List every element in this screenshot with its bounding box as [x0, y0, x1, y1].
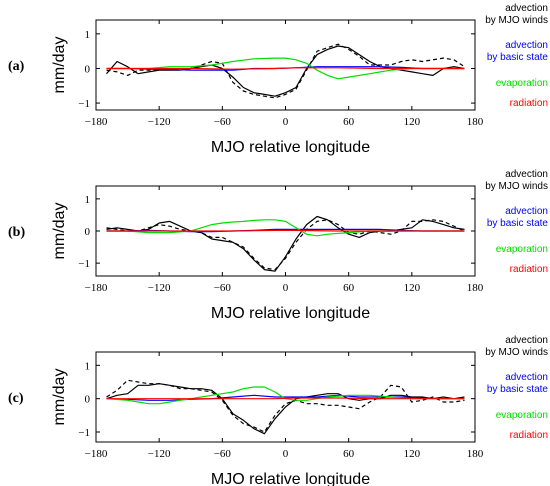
legend-entry-text: by basic state — [487, 218, 549, 229]
series-line-total — [106, 219, 465, 271]
y-tick-label: 0 — [85, 63, 91, 75]
legend-entry-text: by basic state — [487, 52, 549, 63]
x-tick-label: 60 — [343, 448, 355, 460]
y-tick-label: 1 — [85, 29, 91, 41]
series-line-radiation — [106, 67, 465, 70]
series-line-evaporation — [106, 57, 465, 80]
chart-panel: −180 −120 −60 0 60 120 180 −1 0 1 MJO relative lon… — [8, 335, 548, 486]
chart-panel: −180 −120 −60 0 60 120 180 −1 0 1 MJO relative lon… — [8, 3, 548, 156]
series-line-advection-by-mjo-winds — [106, 383, 465, 435]
x-tick-label: 60 — [343, 116, 355, 128]
x-tick-label: −60 — [214, 116, 232, 128]
legend-entry-text: advection — [505, 169, 548, 180]
x-tick-label: 120 — [404, 116, 421, 128]
series-line-total — [106, 43, 465, 99]
legend-entry-text: by MJO winds — [485, 181, 548, 192]
legend-entry-text: advection — [505, 40, 548, 51]
y-tick-label: 1 — [85, 360, 91, 372]
legend-entry-text: evaporation — [496, 78, 548, 89]
legend-entry-text: by MJO winds — [485, 347, 548, 358]
legend-entry-text: evaporation — [496, 244, 548, 255]
y-axis-label: mm/day — [51, 203, 68, 260]
chart-panel: −180 −120 −60 0 60 120 180 −1 0 1 MJO relative lon… — [8, 169, 548, 322]
legend-entry-text: advection — [505, 3, 548, 14]
panel-label: (a) — [8, 59, 25, 74]
x-tick-label: 0 — [283, 116, 289, 128]
x-tick-label: −180 — [85, 116, 108, 128]
panel-label: (c) — [8, 391, 24, 406]
x-tick-label: −180 — [85, 282, 108, 294]
legend-entry-text: radiation — [510, 98, 548, 109]
legend-entry-text: advection — [505, 335, 548, 346]
x-axis-label: MJO relative longitude — [211, 305, 370, 322]
y-tick-label: −1 — [78, 258, 90, 270]
x-tick-label: 120 — [404, 282, 421, 294]
x-tick-label: 180 — [467, 282, 484, 294]
x-tick-label: −180 — [85, 448, 108, 460]
y-tick-label: 0 — [85, 394, 91, 406]
y-tick-label: 1 — [85, 194, 91, 206]
series-line-advection-by-basic-state — [106, 394, 465, 401]
series-line-total — [106, 379, 465, 433]
y-axis-label: mm/day — [51, 37, 68, 94]
x-tick-label: −120 — [148, 116, 171, 128]
series-line-advection-by-mjo-winds — [106, 215, 465, 272]
y-tick-label: 0 — [85, 226, 91, 238]
x-tick-label: −120 — [148, 448, 171, 460]
x-tick-label: 0 — [283, 448, 289, 460]
x-tick-label: 60 — [343, 282, 355, 294]
y-tick-label: −1 — [78, 98, 90, 110]
series-line-radiation — [106, 397, 465, 400]
y-axis-label: mm/day — [51, 369, 68, 426]
x-tick-label: 120 — [404, 448, 421, 460]
legend-entry-text: by MJO winds — [485, 15, 548, 26]
series-line-evaporation — [106, 386, 465, 405]
legend-entry-text: advection — [505, 206, 548, 217]
plot-frame — [95, 19, 476, 111]
legend-entry-text: radiation — [510, 264, 548, 275]
y-tick-label: −1 — [78, 427, 90, 439]
x-axis-label: MJO relative longitude — [211, 471, 370, 486]
x-tick-label: −60 — [214, 448, 232, 460]
legend-entry-text: radiation — [510, 430, 548, 441]
x-tick-label: −60 — [214, 282, 232, 294]
x-tick-label: 180 — [467, 448, 484, 460]
legend-entry-text: advection — [505, 372, 548, 383]
panel-label: (b) — [8, 225, 25, 240]
series-line-radiation — [106, 229, 465, 232]
x-tick-label: 180 — [467, 116, 484, 128]
legend-entry-text: evaporation — [496, 410, 548, 421]
x-tick-label: −120 — [148, 282, 171, 294]
x-axis-label: MJO relative longitude — [211, 139, 370, 156]
series-line-advection-by-mjo-winds — [106, 45, 465, 97]
legend-entry-text: by basic state — [487, 384, 549, 395]
x-tick-label: 0 — [283, 282, 289, 294]
